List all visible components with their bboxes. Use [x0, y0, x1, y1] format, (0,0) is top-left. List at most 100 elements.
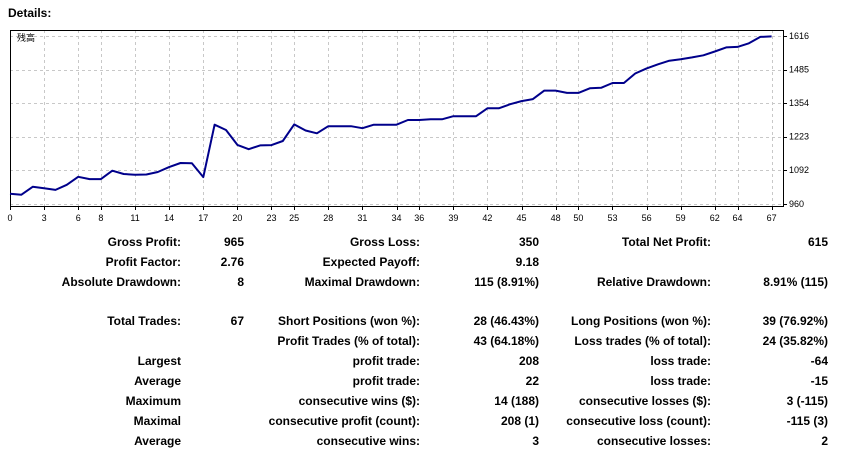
loss-trades-value: 24 (35.82%) [762, 334, 828, 348]
maximal-consecutive-loss-label: consecutive loss (count): [566, 414, 711, 428]
stats-row: Average profit trade: 22 loss trade: -15 [0, 371, 852, 391]
total-trades-value: 67 [230, 314, 244, 328]
stats-row: Gross Profit: 965 Gross Loss: 350 Total … [0, 232, 852, 252]
max-consecutive-wins-value: 14 (188) [494, 394, 539, 408]
chart-y-tick-label: 1354 [789, 98, 809, 108]
long-positions-label: Long Positions (won %): [571, 314, 711, 328]
long-positions-value: 39 (76.92%) [762, 314, 828, 328]
chart-x-tick-label: 3 [42, 213, 47, 223]
gross-loss-label: Gross Loss: [349, 235, 420, 249]
max-consecutive-losses-value: 3 (-115) [786, 394, 828, 408]
chart-x-tick-label: 45 [517, 213, 527, 223]
largest-loss-trade-value: -64 [810, 354, 828, 368]
maximal-drawdown-label: Maximal Drawdown: [304, 275, 420, 289]
chart-y-tick-label: 1092 [789, 165, 809, 175]
details-heading: Details: [8, 6, 52, 20]
chart-x-tick-label: 50 [573, 213, 583, 223]
profit-factor-label: Profit Factor: [105, 255, 181, 269]
absolute-drawdown-label: Absolute Drawdown: [61, 275, 181, 289]
chart-y-tick-label: 1223 [789, 132, 809, 142]
chart-x-tick-label: 11 [130, 213, 139, 223]
average-consecutive-label: Average [134, 434, 181, 448]
profit-trades-label: Profit Trades (% of total): [277, 334, 420, 348]
chart-x-tick-label: 53 [607, 213, 617, 223]
stats-row: Profit Factor: 2.76 Expected Payoff: 9.1… [0, 252, 852, 272]
maximum-label: Maximum [125, 394, 181, 408]
total-net-profit-label: Total Net Profit: [621, 235, 711, 249]
maximal-drawdown-value: 115 (8.91%) [474, 275, 539, 289]
gross-profit-label: Gross Profit: [107, 235, 181, 249]
chart-series [9, 35, 772, 196]
largest-profit-trade-value: 208 [518, 354, 539, 368]
average-label: Average [134, 374, 181, 388]
chart-y-tick-label: 960 [789, 199, 804, 209]
chart-x-tick-label: 59 [676, 213, 686, 223]
chart-x-tick-label: 64 [733, 213, 743, 223]
max-consecutive-wins-label: consecutive wins ($): [298, 394, 420, 408]
maximal-label: Maximal [133, 414, 181, 428]
chart-x-tick-label: 8 [98, 213, 103, 223]
stats-table: Gross Profit: 965 Gross Loss: 350 Total … [0, 232, 852, 451]
balance-line [9, 35, 772, 196]
relative-drawdown-value: 8.91% (115) [763, 275, 828, 289]
gross-loss-value: 350 [518, 235, 539, 249]
average-loss-trade-value: -15 [810, 374, 828, 388]
largest-profit-trade-label: profit trade: [352, 354, 420, 368]
average-profit-trade-value: 22 [525, 374, 539, 388]
chart-x-tick-label: 36 [414, 213, 424, 223]
expected-payoff-value: 9.18 [515, 255, 539, 269]
stats-row: Maximal consecutive profit (count): 208 … [0, 411, 852, 431]
absolute-drawdown-value: 8 [237, 275, 244, 289]
chart-x-tick-label: 25 [289, 213, 299, 223]
chart-x-tick-label: 20 [232, 213, 242, 223]
chart-x-tick-label: 39 [448, 213, 458, 223]
chart-x-tick-label: 6 [76, 213, 81, 223]
balance-chart: 0 3 6 8 11 14 17 20 23 25 28 31 34 36 39 42 45 48 50 53 56 59… [7, 30, 809, 223]
relative-drawdown-label: Relative Drawdown: [596, 275, 711, 289]
chart-x-axis: 0 3 6 8 11 14 17 20 23 25 28 31 34 36 39 42 45 48 50 53 56 59… [7, 206, 777, 223]
chart-x-tick-label: 0 [7, 213, 12, 223]
chart-grid [10, 30, 783, 206]
largest-label: Largest [137, 354, 181, 368]
chart-x-tick-label: 62 [710, 213, 720, 223]
chart-x-tick-label: 28 [323, 213, 333, 223]
maximal-consecutive-profit-label: consecutive profit (count): [268, 414, 420, 428]
maximal-consecutive-loss-value: -115 (3) [786, 414, 828, 428]
average-loss-trade-label: loss trade: [650, 374, 711, 388]
short-positions-label: Short Positions (won %): [278, 314, 420, 328]
chart-x-tick-label: 34 [391, 213, 401, 223]
chart-x-tick-label: 14 [164, 213, 174, 223]
loss-trades-label: Loss trades (% of total): [574, 334, 711, 348]
average-consecutive-losses-value: 2 [821, 434, 828, 448]
total-trades-label: Total Trades: [107, 314, 181, 328]
maximal-consecutive-profit-value: 208 (1) [500, 414, 539, 428]
chart-x-tick-label: 42 [482, 213, 492, 223]
stats-row: Average consecutive wins: 3 consecutive … [0, 431, 852, 451]
expected-payoff-label: Expected Payoff: [322, 255, 420, 269]
chart-x-tick-label: 17 [198, 213, 208, 223]
stats-row: Total Trades: 67 Short Positions (won %)… [0, 311, 852, 331]
gross-profit-value: 965 [223, 235, 244, 249]
stats-spacer [0, 292, 852, 311]
stats-row: Absolute Drawdown: 8 Maximal Drawdown: 1… [0, 272, 852, 292]
stats-row: Largest profit trade: 208 loss trade: -6… [0, 351, 852, 371]
short-positions-value: 28 (46.43%) [473, 314, 539, 328]
average-profit-trade-label: profit trade: [352, 374, 420, 388]
chart-x-tick-label: 31 [357, 213, 367, 223]
profit-factor-value: 2.76 [220, 255, 244, 269]
stats-row: Maximum consecutive wins ($): 14 (188) c… [0, 391, 852, 411]
chart-y-tick-label: 1616 [789, 31, 809, 41]
chart-x-tick-label: 23 [266, 213, 276, 223]
total-net-profit-value: 615 [807, 235, 828, 249]
chart-x-tick-label: 67 [767, 213, 777, 223]
largest-loss-trade-label: loss trade: [650, 354, 711, 368]
chart-x-tick-label: 56 [642, 213, 652, 223]
average-consecutive-wins-value: 3 [532, 434, 539, 448]
average-consecutive-wins-label: consecutive wins: [316, 434, 420, 448]
chart-y-tick-label: 1485 [789, 65, 809, 75]
chart-legend-label: 残高 [17, 32, 35, 43]
chart-y-axis: 960 1092 1223 1354 1485 1616 [783, 31, 809, 209]
stats-row: Profit Trades (% of total): 43 (64.18%) … [0, 331, 852, 351]
chart-x-tick-label: 48 [551, 213, 561, 223]
max-consecutive-losses-label: consecutive losses ($): [578, 394, 711, 408]
